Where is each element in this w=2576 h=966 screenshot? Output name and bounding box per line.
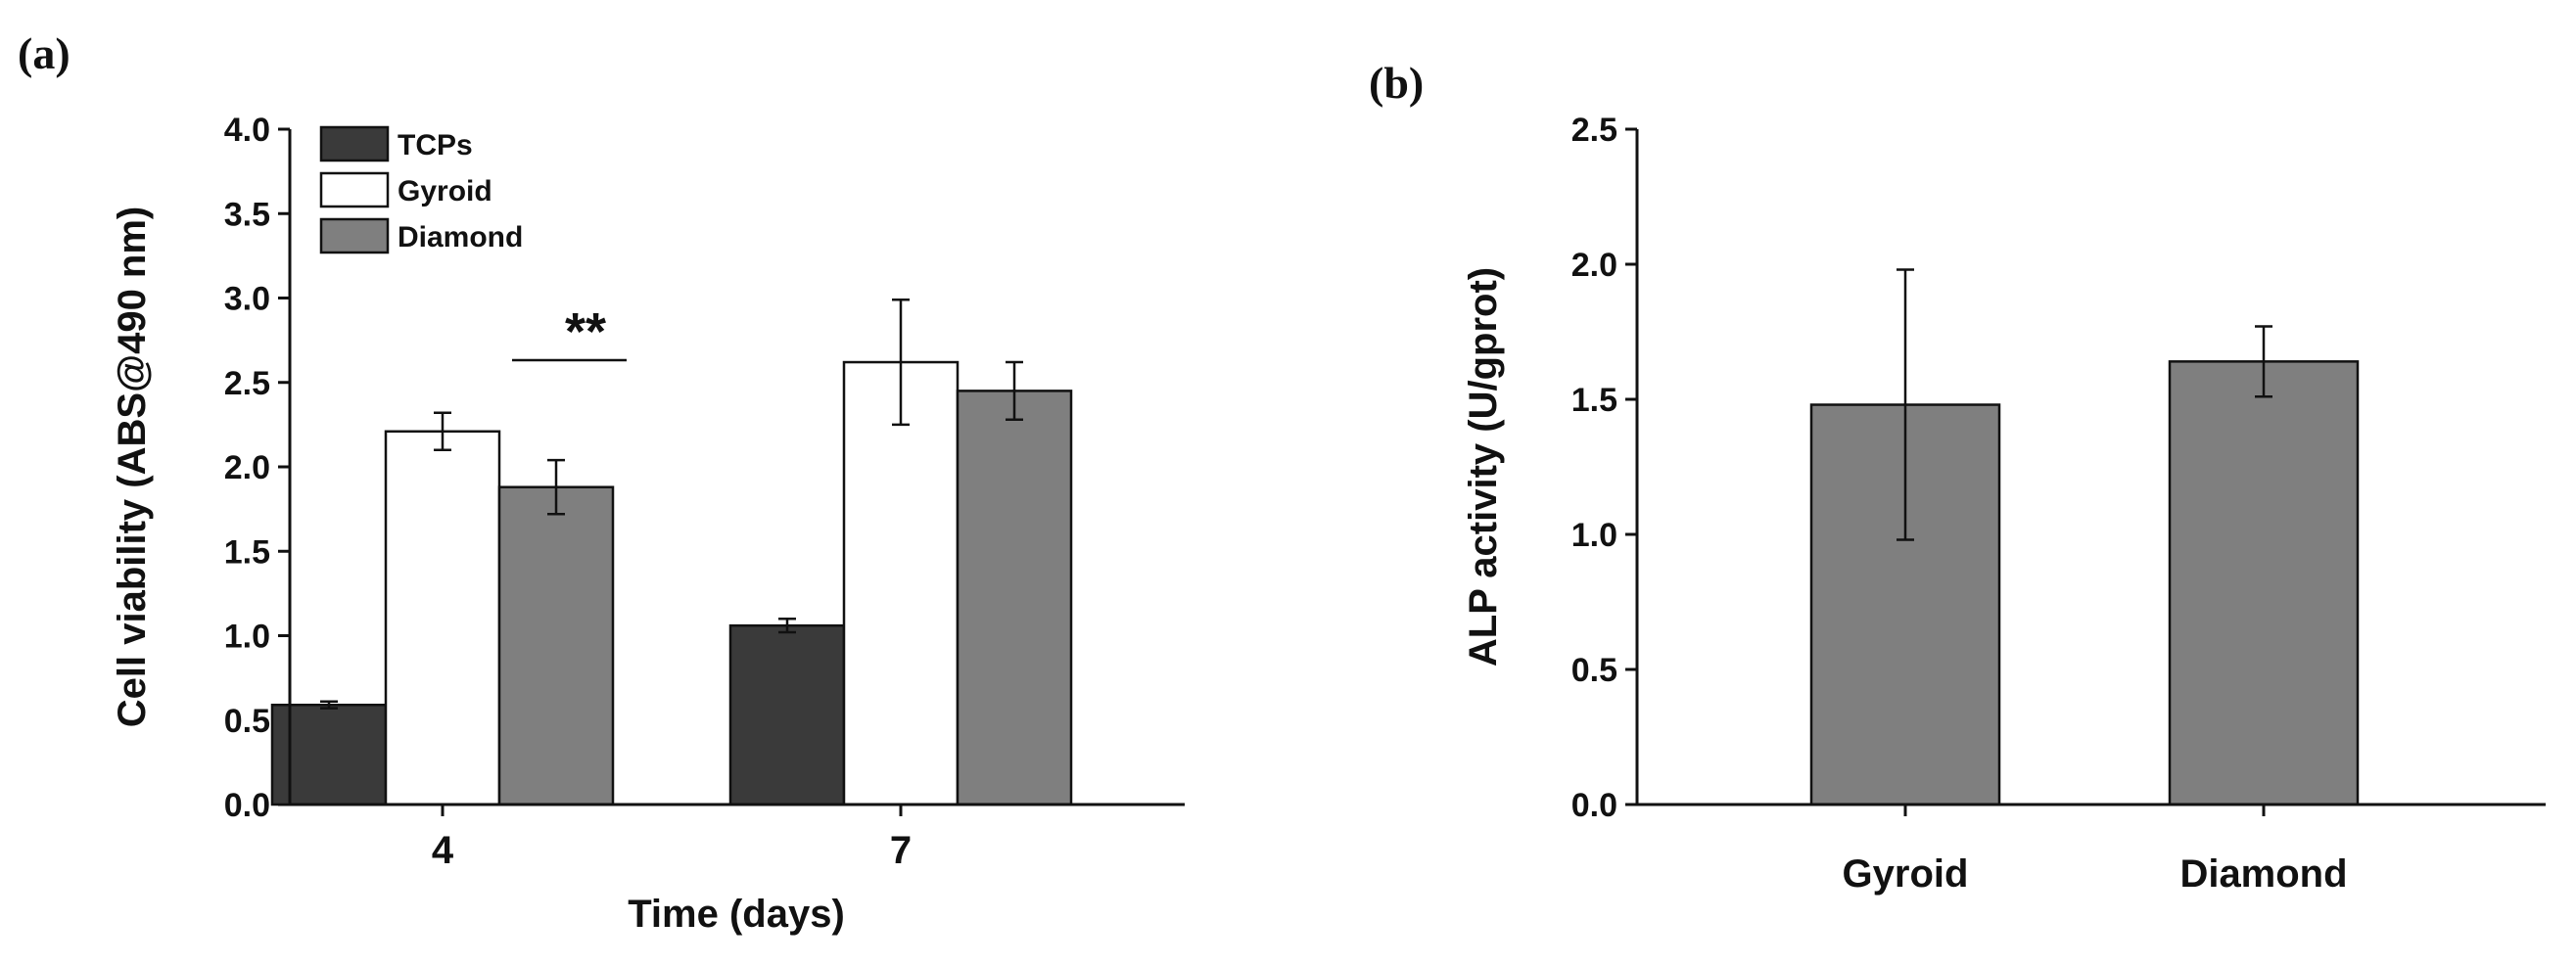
x-tick-label: 4: [432, 829, 454, 872]
chart-b-bars: [1809, 360, 2360, 806]
chart-a-y-title: Cell viability (ABS@490 nm): [111, 207, 154, 727]
chart-a-bars: [270, 360, 1073, 806]
significance-annotation: **: [512, 302, 627, 362]
bar-gyroid-day-7: [842, 360, 960, 806]
y-tick-label: 0.5: [224, 703, 270, 740]
y-tick-label: 2.0: [1571, 247, 1617, 284]
y-tick-label: 0.5: [1571, 652, 1617, 689]
chart-a-legend: TCPs Gyroid Diamond: [319, 125, 523, 254]
chart-b-x-ticks: Gyroid Diamond: [1843, 805, 2348, 896]
panel-a-label: (a): [18, 28, 70, 78]
legend-label: Diamond: [398, 221, 523, 253]
error-bar: [1897, 268, 1914, 541]
error-bar: [1006, 360, 1023, 421]
legend-item-tcps: TCPs: [319, 125, 473, 162]
chart-a-y-ticks: 0.0 0.5 1.0 1.5 2.0 2.5 3.0 3.5 4.0: [224, 112, 290, 824]
legend-swatch: [319, 171, 390, 208]
x-tick-label: Gyroid: [1843, 852, 1969, 896]
bar-diamond-day-4: [497, 485, 615, 806]
y-tick-label: 1.0: [1571, 517, 1617, 554]
bar-diamond: [2168, 360, 2360, 806]
chart-a-x-title: Time (days): [628, 893, 845, 936]
chart-b-y-title: ALP activity (U/gprot): [1462, 267, 1505, 667]
chart-b: 0.0 0.5 1.0 1.5 2.0 2.5 Gyroid Diamond ALP act…: [1462, 112, 2546, 896]
chart-a-error-bars: [320, 298, 1023, 710]
significance-marker: **: [565, 302, 606, 361]
y-tick-label: 1.0: [224, 619, 270, 656]
legend-label: Gyroid: [398, 175, 492, 207]
y-tick-label: 0.0: [1571, 787, 1617, 824]
y-tick-label: 2.5: [1571, 112, 1617, 149]
bar-diamond-day-7: [956, 390, 1073, 806]
error-bar: [320, 700, 338, 710]
error-bar: [2255, 325, 2272, 398]
bar-tcps-day-7: [728, 623, 846, 806]
y-tick-label: 1.5: [224, 533, 270, 571]
y-tick-label: 2.5: [224, 365, 270, 402]
panel-b-label: (b): [1369, 58, 1424, 108]
x-tick-label: 7: [890, 829, 912, 872]
legend-item-gyroid: Gyroid: [319, 171, 492, 208]
legend-swatch: [319, 125, 390, 162]
y-tick-label: 3.5: [224, 196, 270, 233]
chart-b-error-bars: [1897, 268, 2272, 541]
error-bar: [547, 458, 565, 516]
bar-gyroid-day-4: [384, 430, 501, 806]
error-bar: [892, 298, 910, 427]
legend-label: TCPs: [398, 129, 473, 161]
error-bar: [778, 618, 796, 634]
error-bar: [434, 411, 451, 451]
y-tick-label: 4.0: [224, 112, 270, 149]
y-tick-label: 2.0: [224, 449, 270, 486]
chart-b-y-ticks: 0.0 0.5 1.0 1.5 2.0 2.5: [1571, 112, 1637, 824]
x-tick-label: Diamond: [2179, 852, 2347, 896]
y-tick-label: 1.5: [1571, 382, 1617, 419]
y-tick-label: 3.0: [224, 281, 270, 318]
legend-item-diamond: Diamond: [319, 217, 523, 254]
legend-swatch: [319, 217, 390, 254]
y-tick-label: 0.0: [224, 787, 270, 824]
